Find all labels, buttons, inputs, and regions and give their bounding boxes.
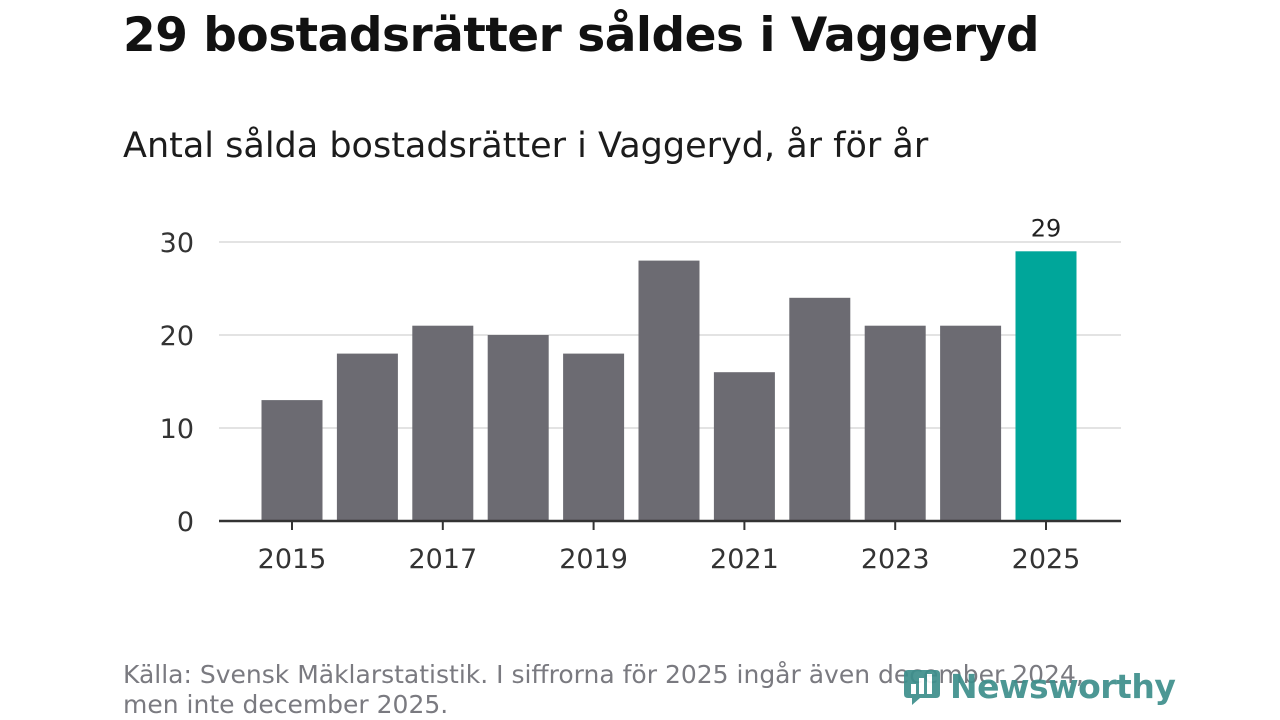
- y-tick-label: 0: [177, 507, 194, 538]
- y-tick-label: 30: [160, 228, 194, 259]
- data-label: 29: [1031, 214, 1062, 242]
- chart-title: 29 bostadsrätter såldes i Vaggeryd: [123, 8, 1040, 63]
- newsworthy-logo: Newsworthy: [900, 666, 1176, 706]
- bar-2022: [789, 297, 851, 521]
- bar-2021: [713, 372, 775, 521]
- x-tick-label: 2021: [710, 544, 779, 575]
- x-tick-label: 2015: [258, 544, 327, 575]
- labels: 0 10 20 30 2015 2017 2019 2021 2023 2025 29: [160, 214, 1121, 575]
- y-tick-label: 10: [160, 414, 194, 445]
- bar-2016: [336, 353, 398, 521]
- bar-2024: [940, 325, 1002, 521]
- logo-wordmark: Newsworthy: [950, 666, 1176, 706]
- x-tick-label: 2023: [861, 544, 930, 575]
- x-tick-label: 2019: [559, 544, 628, 575]
- bar-chart: 0 10 20 30 2015 2017 2019 2021 2023 2025 29: [160, 214, 1121, 575]
- x-tick-label: 2025: [1012, 544, 1081, 575]
- bar-2015: [261, 400, 323, 521]
- bar-2023: [864, 325, 926, 521]
- bar-2019: [563, 353, 625, 521]
- x-tick-label: 2017: [408, 544, 477, 575]
- bar-2020: [638, 260, 700, 521]
- bar-2025: [1015, 251, 1077, 522]
- bar-2018: [487, 335, 549, 521]
- bar-chart-logo-icon: [904, 670, 940, 705]
- bars: [261, 251, 1077, 522]
- bar-2017: [412, 325, 474, 521]
- y-tick-label: 20: [160, 321, 194, 352]
- chart-subtitle: Antal sålda bostadsrätter i Vaggeryd, år…: [123, 126, 929, 166]
